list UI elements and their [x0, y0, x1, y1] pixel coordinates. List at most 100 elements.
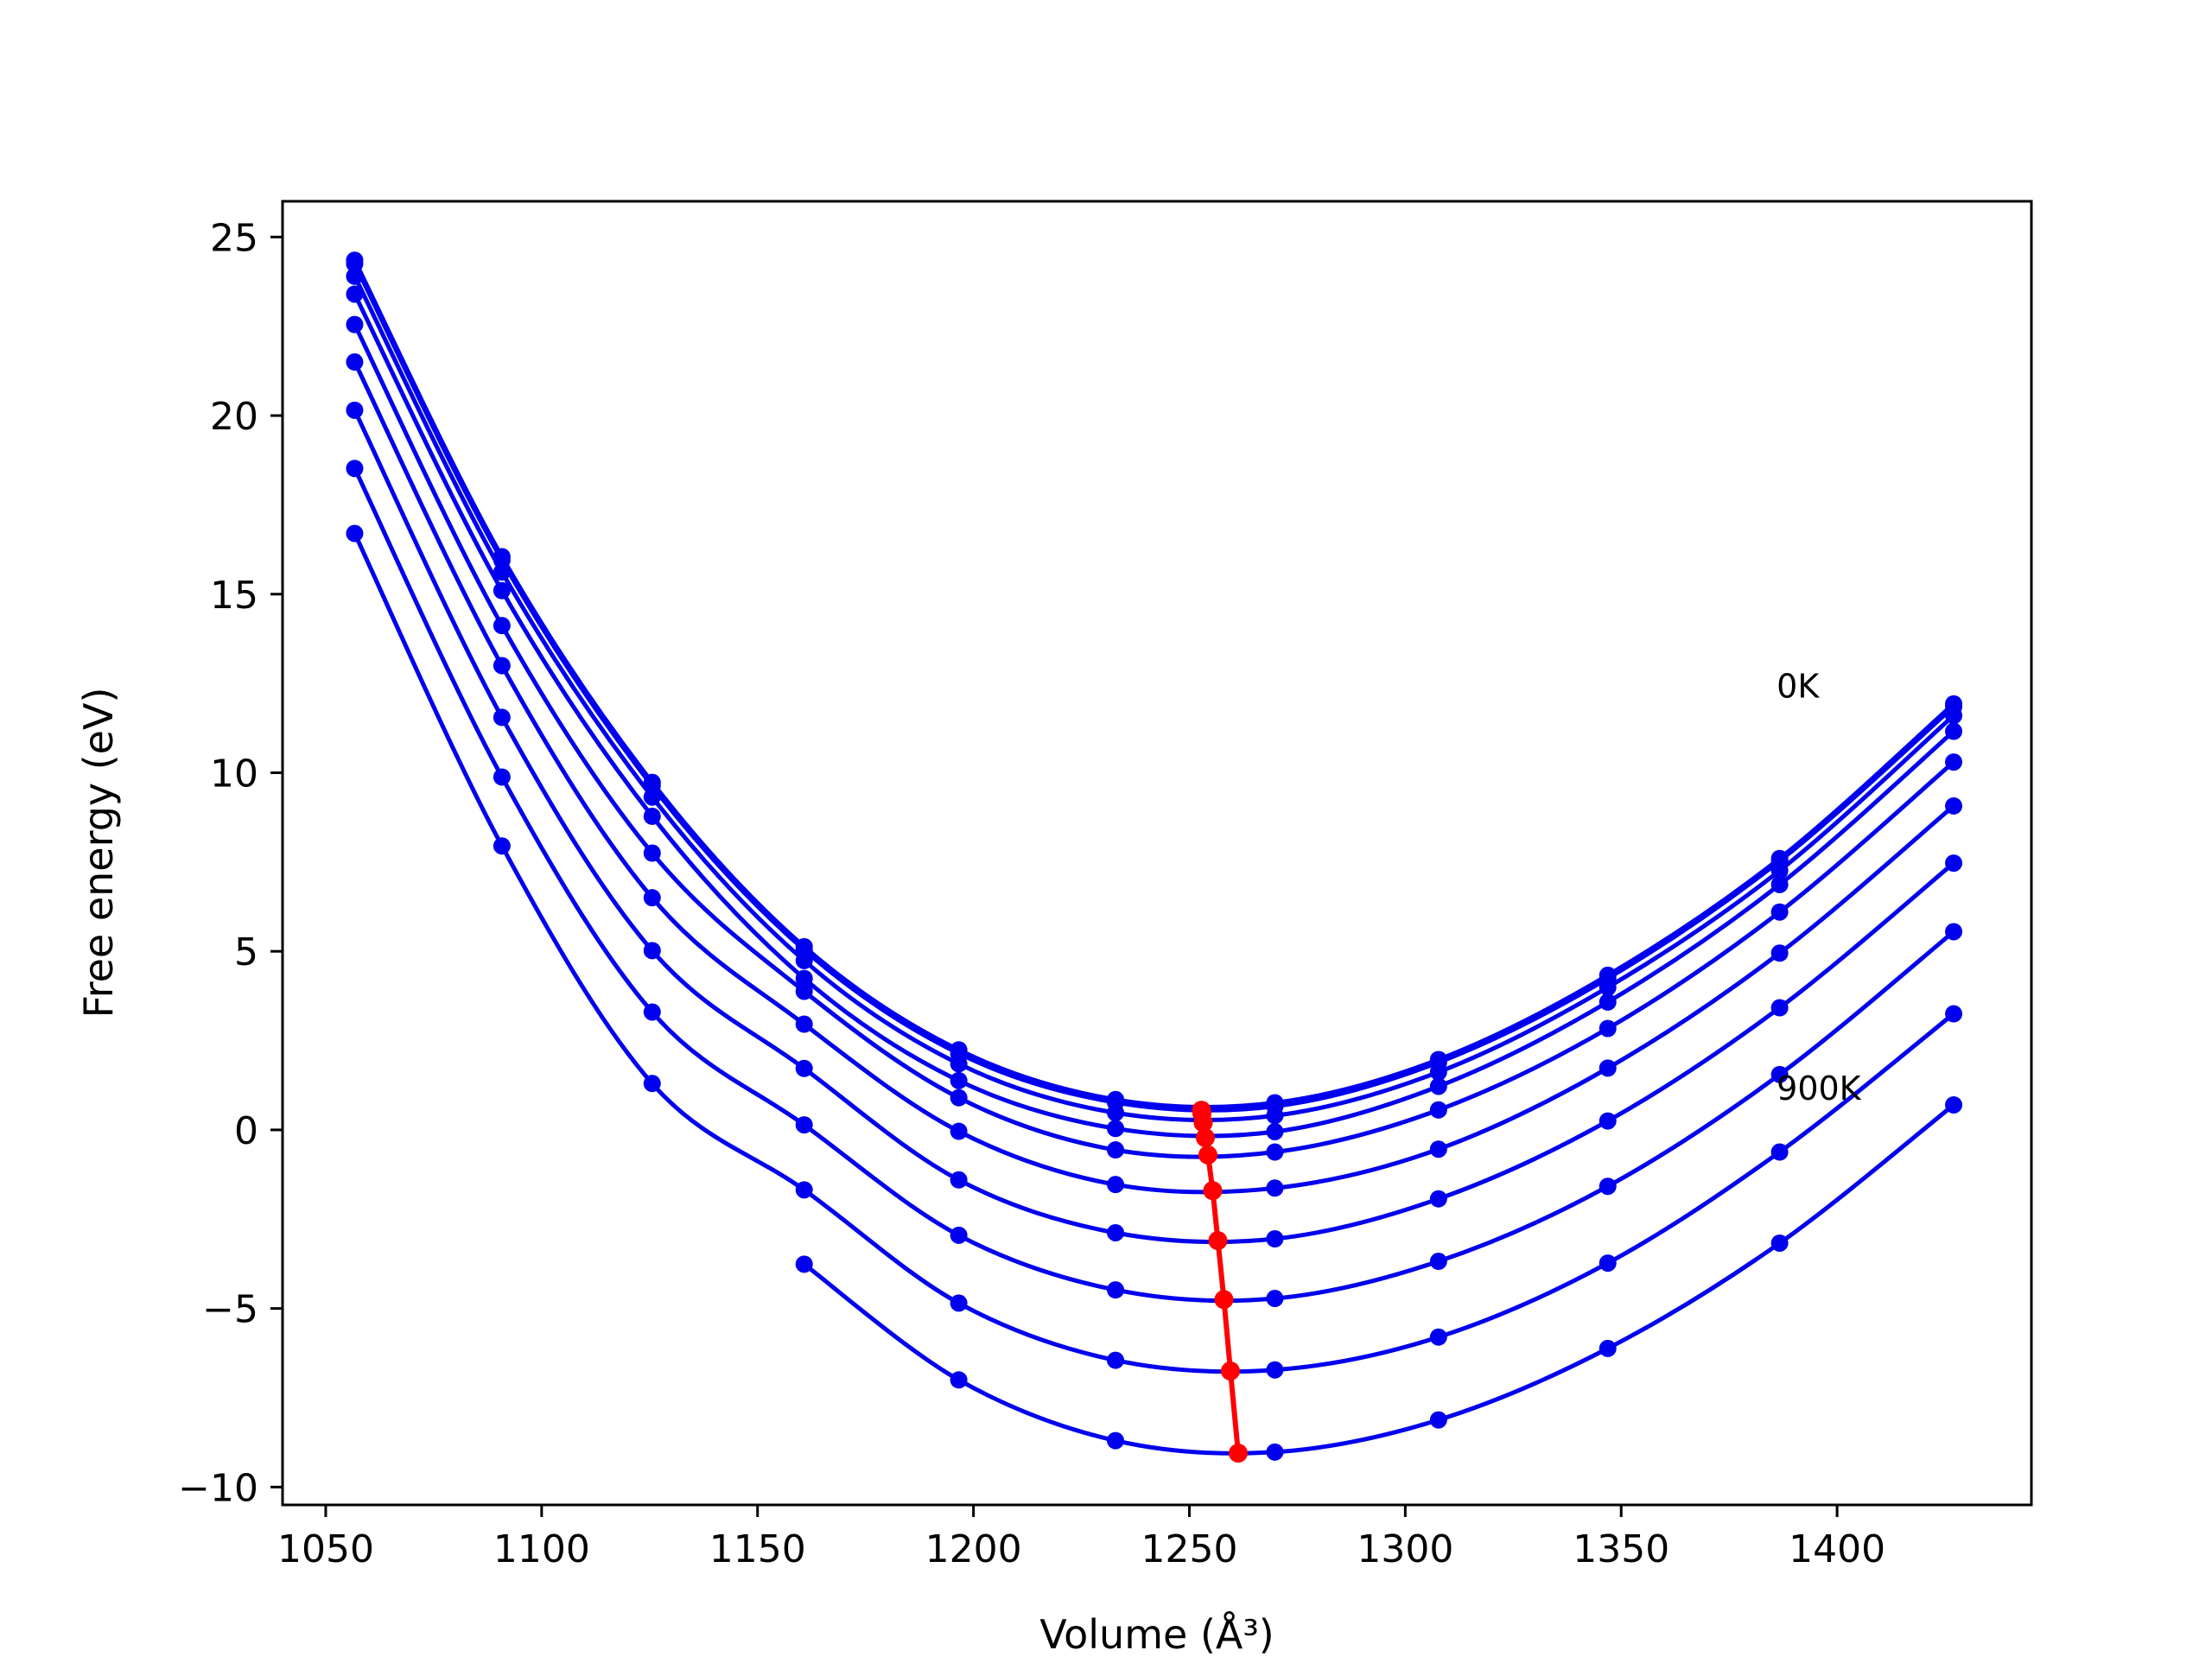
series-7-point	[1945, 923, 1963, 941]
y-axis-label: Free energy (eV)	[75, 688, 122, 1019]
series-3-point	[1770, 875, 1789, 893]
series-8-point	[1599, 1254, 1617, 1273]
series-8-point	[346, 524, 364, 543]
series-5-point	[1107, 1176, 1125, 1194]
series-9-point	[1429, 1411, 1447, 1429]
x-tick-label: 1400	[1789, 1527, 1885, 1571]
series-8-point	[795, 1181, 813, 1199]
series-9-point	[1945, 1095, 1963, 1114]
minima-point	[1228, 1444, 1248, 1463]
series-8-point	[1429, 1328, 1447, 1346]
series-8-line	[353, 532, 1955, 1374]
x-tick-label: 1200	[925, 1527, 1022, 1571]
series-7-point	[643, 1003, 661, 1021]
series-1-point	[346, 255, 364, 273]
series-5-point	[643, 889, 661, 907]
series-9-point	[795, 1255, 813, 1273]
series-7-point	[1770, 1065, 1789, 1083]
series-2-point	[1266, 1107, 1284, 1125]
series-4-point	[1429, 1101, 1447, 1119]
minima-point	[1214, 1290, 1234, 1310]
series-4-point	[1266, 1143, 1284, 1161]
series-9-point	[950, 1371, 968, 1389]
series-6-line	[353, 409, 1955, 1245]
series-3-point	[1266, 1122, 1284, 1140]
x-axis: 1050 1100 1150 1200 1250 1300 1350 1400	[277, 1505, 1885, 1571]
series-7-point	[1107, 1281, 1125, 1299]
series-3-point	[1945, 722, 1963, 740]
series-6-point	[1770, 999, 1789, 1017]
series-9-point	[1266, 1443, 1284, 1461]
temperature-annotation: 0K	[1777, 668, 1820, 706]
series-5-point	[950, 1122, 968, 1140]
series-7-point	[1266, 1290, 1284, 1308]
series-5-point	[1599, 1059, 1617, 1077]
series-7-point	[1599, 1177, 1617, 1196]
y-tick-label: 25	[210, 216, 258, 260]
points-layer	[346, 251, 1963, 1461]
minima-point	[1193, 1113, 1213, 1133]
series-5-point	[1770, 944, 1789, 962]
series-8-point	[643, 1075, 661, 1093]
series-1-line	[353, 263, 1955, 1113]
series-9-point	[1599, 1339, 1617, 1357]
series-3-point	[1107, 1120, 1125, 1138]
series-2-point	[1599, 978, 1617, 996]
y-axis: −10 −5 0 5 10 15 20 25	[178, 216, 283, 1510]
series-3-point	[1429, 1077, 1447, 1095]
series-4-point	[643, 844, 661, 862]
series-4-point	[795, 982, 813, 1000]
minima-point	[1203, 1181, 1223, 1201]
series-2-point	[950, 1055, 968, 1073]
series-3-point	[493, 581, 511, 600]
series-4-point	[1770, 903, 1789, 921]
series-7-point	[493, 768, 511, 786]
y-tick-label: −5	[202, 1288, 258, 1332]
series-4-point	[1945, 753, 1963, 771]
series-5-point	[1266, 1179, 1284, 1197]
series-2-point	[1429, 1063, 1447, 1081]
series-6-point	[643, 942, 661, 960]
series-2-point	[1770, 861, 1789, 879]
minima-point	[1220, 1361, 1240, 1381]
x-tick-label: 1150	[709, 1527, 806, 1571]
plot-frame	[281, 200, 2033, 1507]
y-tick-label: 0	[234, 1109, 258, 1153]
series-6-point	[1107, 1223, 1125, 1241]
series-2-point	[493, 563, 511, 581]
series-5-point	[346, 353, 364, 371]
series-6-point	[493, 708, 511, 727]
series-6-point	[950, 1171, 968, 1189]
minima-layer	[1192, 1101, 1248, 1463]
series-8-point	[493, 837, 511, 855]
series-6-point	[1599, 1112, 1617, 1130]
x-tick-label: 1100	[493, 1527, 590, 1571]
series-2-point	[795, 951, 813, 969]
minima-point	[1198, 1145, 1217, 1165]
series-5-point	[1429, 1140, 1447, 1158]
series-5-line	[353, 360, 1955, 1195]
series-6-point	[1945, 854, 1963, 873]
x-tick-label: 1050	[277, 1527, 374, 1571]
series-3-point	[950, 1071, 968, 1089]
series-8-point	[1945, 1005, 1963, 1023]
series-2-point	[346, 267, 364, 285]
series-6-point	[1429, 1190, 1447, 1208]
series-3-point	[795, 969, 813, 987]
y-tick-label: 15	[210, 574, 258, 618]
series-4-point	[493, 617, 511, 635]
series-4-point	[346, 315, 364, 333]
x-tick-label: 1350	[1573, 1527, 1669, 1571]
minima-point	[1195, 1127, 1215, 1147]
series-7-point	[1429, 1253, 1447, 1271]
series-0-line	[353, 259, 1955, 1109]
x-tick-label: 1250	[1141, 1527, 1237, 1571]
series-3-point	[1599, 993, 1617, 1011]
temperature-annotation: 900K	[1777, 1070, 1862, 1108]
series-3-line	[353, 293, 1955, 1139]
series-2-point	[1945, 707, 1963, 725]
series-2-point	[1107, 1104, 1125, 1122]
series-8-point	[1266, 1361, 1284, 1379]
